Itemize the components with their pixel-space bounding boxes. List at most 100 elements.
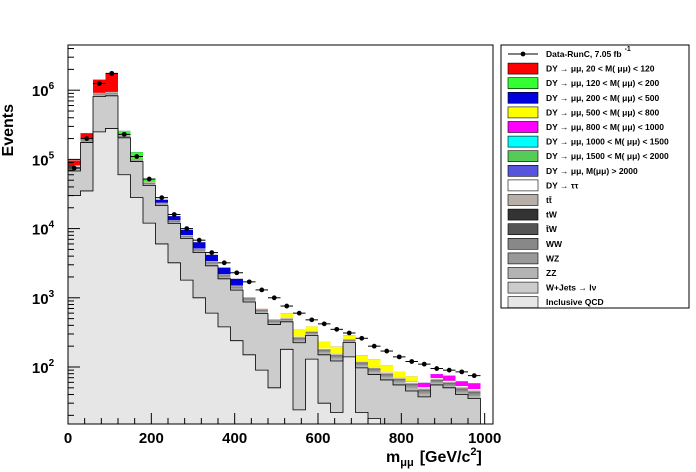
bar-wjets-25 bbox=[380, 379, 393, 424]
legend-swatch-dy1500 bbox=[507, 150, 539, 162]
bar-qcd-19 bbox=[305, 359, 318, 424]
data-point-11 bbox=[209, 250, 215, 255]
legend-label-qcd: Inclusive QCD bbox=[546, 297, 604, 307]
legend-swatch-dy800 bbox=[507, 121, 539, 133]
legend-swatch-dy120 bbox=[507, 77, 539, 89]
x-tick-label-400: 400 bbox=[222, 430, 247, 447]
legend-label-dy2000: DY → μμ, M(μμ) > 2000 bbox=[546, 166, 638, 176]
legend-label-dy800: DY → μμ, 800 < M( μμ) < 1000 bbox=[546, 122, 664, 132]
legend-swatch-dy1000 bbox=[507, 135, 539, 148]
legend-swatch-tw_dark bbox=[507, 208, 539, 221]
legend-swatch-zz bbox=[507, 267, 539, 279]
y-tick-label-2: 102 bbox=[32, 358, 55, 377]
legend-swatch-ww bbox=[507, 238, 539, 250]
x-tick-label-600: 600 bbox=[305, 430, 330, 447]
data-point-24 bbox=[371, 343, 377, 349]
y-tick-label-6: 106 bbox=[32, 81, 55, 100]
x-axis-title-unit: [GeV/c bbox=[420, 449, 471, 466]
bar-qcd-12 bbox=[218, 326, 231, 424]
outline-qcd bbox=[67, 128, 481, 425]
legend-swatch-dy20 bbox=[507, 62, 539, 75]
legend-label-dy1500: DY → μμ, 1500 < M( μμ) < 2000 bbox=[546, 151, 669, 161]
legend-label-dy1000: DY → μμ, 1000 < M( μμ) < 1500 bbox=[546, 137, 669, 147]
data-point-25 bbox=[384, 348, 390, 354]
legend: Data-RunC, 7.05 fb -1 DY → μμ, 20 < M( μμ)… bbox=[500, 44, 690, 309]
bar-qcd-15 bbox=[255, 370, 268, 424]
data-point-19 bbox=[309, 317, 315, 323]
bar-wjets-30 bbox=[443, 387, 456, 424]
legend-label-dy200: DY → μμ, 200 < M( μμ) < 500 bbox=[546, 93, 660, 103]
legend-swatch-dy500 bbox=[507, 106, 539, 119]
bar-qcd-4 bbox=[118, 174, 131, 424]
legend-label-dy20: DY → μμ, 20 < M( μμ) < 120 bbox=[546, 64, 655, 74]
outline-wjets bbox=[67, 95, 481, 424]
bar-qcd-5 bbox=[130, 197, 143, 424]
legend-label-dy500: DY → μμ, 500 < M( μμ) < 800 bbox=[546, 107, 660, 117]
data-point-21 bbox=[334, 326, 340, 332]
x-axis-title: mμμ [GeV/c2] bbox=[386, 446, 482, 469]
bar-qcd-21 bbox=[330, 412, 343, 424]
data-point-30 bbox=[446, 367, 452, 373]
legend-label-dy120: DY → μμ, 120 < M( μμ) < 200 bbox=[546, 78, 660, 88]
bar-wjets-31 bbox=[455, 394, 468, 424]
legend-swatch-ttbar bbox=[507, 194, 539, 206]
data-point-6 bbox=[146, 176, 152, 182]
y-tick-label-5: 105 bbox=[32, 150, 55, 169]
legend-swatch-dy200 bbox=[507, 92, 539, 104]
bar-qcd-11 bbox=[205, 313, 218, 424]
bar-wjets-23 bbox=[355, 367, 368, 424]
bar-qcd-18 bbox=[293, 409, 306, 424]
bar-qcd-14 bbox=[243, 354, 256, 424]
x-tick-label-800: 800 bbox=[389, 430, 414, 447]
data-point-15 bbox=[259, 287, 265, 293]
x-axis-title-unit-superscript: 2 bbox=[470, 446, 476, 458]
x-tick-label-1000: 1000 bbox=[468, 430, 501, 447]
legend-swatch-wz bbox=[507, 252, 539, 265]
y-axis-title: Events bbox=[0, 104, 17, 157]
bar-qcd-2 bbox=[93, 131, 106, 424]
data-point-26 bbox=[396, 354, 402, 360]
bar-qcd-20 bbox=[318, 403, 331, 424]
data-point-7 bbox=[159, 195, 165, 201]
data-point-10 bbox=[196, 237, 202, 243]
legend-label-ttbar: tt̄ bbox=[546, 195, 552, 205]
data-point-12 bbox=[221, 260, 227, 266]
bar-qcd-9 bbox=[180, 280, 193, 424]
bar-qcd-0 bbox=[68, 195, 81, 424]
bar-wjets-18 bbox=[293, 342, 306, 424]
legend-label-twbar: t̄W bbox=[545, 224, 557, 234]
data-point-27 bbox=[409, 359, 415, 364]
bar-wjets-26 bbox=[393, 384, 406, 424]
bar-qcd-10 bbox=[193, 297, 206, 424]
legend-label-ww: WW bbox=[546, 239, 563, 249]
bar-qcd-1 bbox=[80, 190, 93, 424]
bar-qcd-16 bbox=[268, 387, 281, 424]
bar-wjets-24 bbox=[368, 374, 381, 424]
legend-label-zz: ZZ bbox=[546, 268, 556, 278]
data-point-28 bbox=[421, 361, 427, 367]
bar-wjets-32 bbox=[468, 398, 481, 424]
legend-marker-dot bbox=[520, 51, 526, 57]
bar-wjets-21 bbox=[330, 361, 343, 424]
data-point-23 bbox=[359, 335, 365, 341]
bar-qcd-22 bbox=[343, 356, 356, 424]
legend-label-wjets: W+Jets → lν bbox=[546, 283, 597, 293]
data-point-1 bbox=[84, 136, 90, 141]
data-point-13 bbox=[234, 270, 240, 276]
data-point-18 bbox=[296, 310, 302, 316]
data-point-14 bbox=[246, 279, 252, 285]
data-point-4 bbox=[121, 131, 127, 137]
legend-swatch-twbar bbox=[507, 223, 539, 235]
bar-qcd-3 bbox=[105, 128, 118, 425]
bar-qcd-8 bbox=[168, 262, 181, 424]
x-axis-title-symbol: m bbox=[386, 449, 400, 466]
data-point-16 bbox=[271, 295, 277, 301]
data-point-2 bbox=[96, 81, 102, 86]
bar-wjets-27 bbox=[405, 390, 418, 424]
data-point-17 bbox=[284, 303, 290, 309]
data-point-9 bbox=[184, 226, 190, 231]
plot-area bbox=[67, 73, 481, 425]
data-point-20 bbox=[321, 321, 327, 327]
data-point-29 bbox=[434, 366, 440, 371]
